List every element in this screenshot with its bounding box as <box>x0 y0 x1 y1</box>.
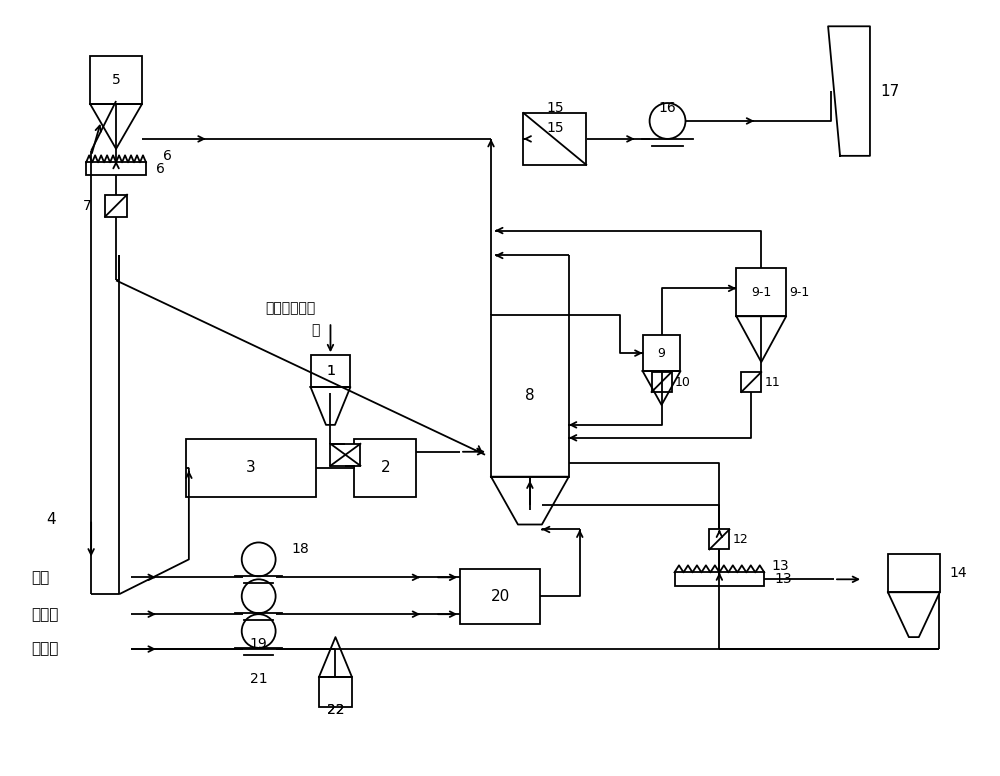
Text: 21: 21 <box>250 672 267 686</box>
Bar <box>105 195 127 217</box>
Text: 4: 4 <box>46 512 56 527</box>
Text: 13: 13 <box>771 559 789 573</box>
Circle shape <box>242 542 276 577</box>
Text: 8: 8 <box>525 389 535 404</box>
Text: 17: 17 <box>880 84 899 99</box>
Bar <box>736 268 786 317</box>
Text: 15: 15 <box>546 121 564 135</box>
Text: 体: 体 <box>311 324 320 338</box>
Text: 空气: 空气 <box>31 570 50 585</box>
Text: 3: 3 <box>246 460 256 475</box>
Bar <box>675 573 764 587</box>
Text: 9-1: 9-1 <box>789 286 809 299</box>
Text: 5: 5 <box>112 73 120 87</box>
Bar <box>319 677 352 707</box>
Text: 11: 11 <box>764 376 780 389</box>
Text: 22: 22 <box>327 703 344 717</box>
Text: 1: 1 <box>326 364 335 378</box>
Text: 2: 2 <box>381 460 390 475</box>
Bar <box>491 315 569 476</box>
Bar <box>90 56 142 104</box>
Text: 1: 1 <box>326 364 335 378</box>
Text: 15: 15 <box>546 101 564 115</box>
Text: 天燃气: 天燃气 <box>31 607 59 622</box>
Bar <box>354 438 416 497</box>
Text: 13: 13 <box>774 573 792 587</box>
Text: 6: 6 <box>163 149 172 163</box>
Bar <box>86 162 146 175</box>
Text: 9: 9 <box>658 347 665 359</box>
Bar <box>330 444 360 466</box>
Bar <box>741 372 761 392</box>
Text: 冷却水: 冷却水 <box>31 642 59 656</box>
Circle shape <box>650 103 685 139</box>
Text: 18: 18 <box>292 542 309 556</box>
Text: 22: 22 <box>327 703 344 717</box>
Circle shape <box>242 580 276 613</box>
Text: 14: 14 <box>950 566 967 580</box>
Text: 12: 12 <box>732 533 748 546</box>
Text: 20: 20 <box>490 589 510 604</box>
Text: 6: 6 <box>156 161 165 176</box>
Bar <box>460 569 540 624</box>
Text: 19: 19 <box>250 637 268 651</box>
Text: 7: 7 <box>82 199 91 213</box>
Text: 珠光材料前驱: 珠光材料前驱 <box>265 301 316 315</box>
Bar <box>652 372 672 392</box>
Bar <box>888 554 940 592</box>
Bar <box>311 355 350 387</box>
Circle shape <box>242 614 276 648</box>
Text: 16: 16 <box>659 101 676 115</box>
Bar <box>709 529 729 549</box>
Bar <box>643 335 680 371</box>
Text: 9-1: 9-1 <box>751 286 771 299</box>
Bar <box>523 113 586 165</box>
Bar <box>186 438 316 497</box>
Text: 10: 10 <box>675 376 690 389</box>
